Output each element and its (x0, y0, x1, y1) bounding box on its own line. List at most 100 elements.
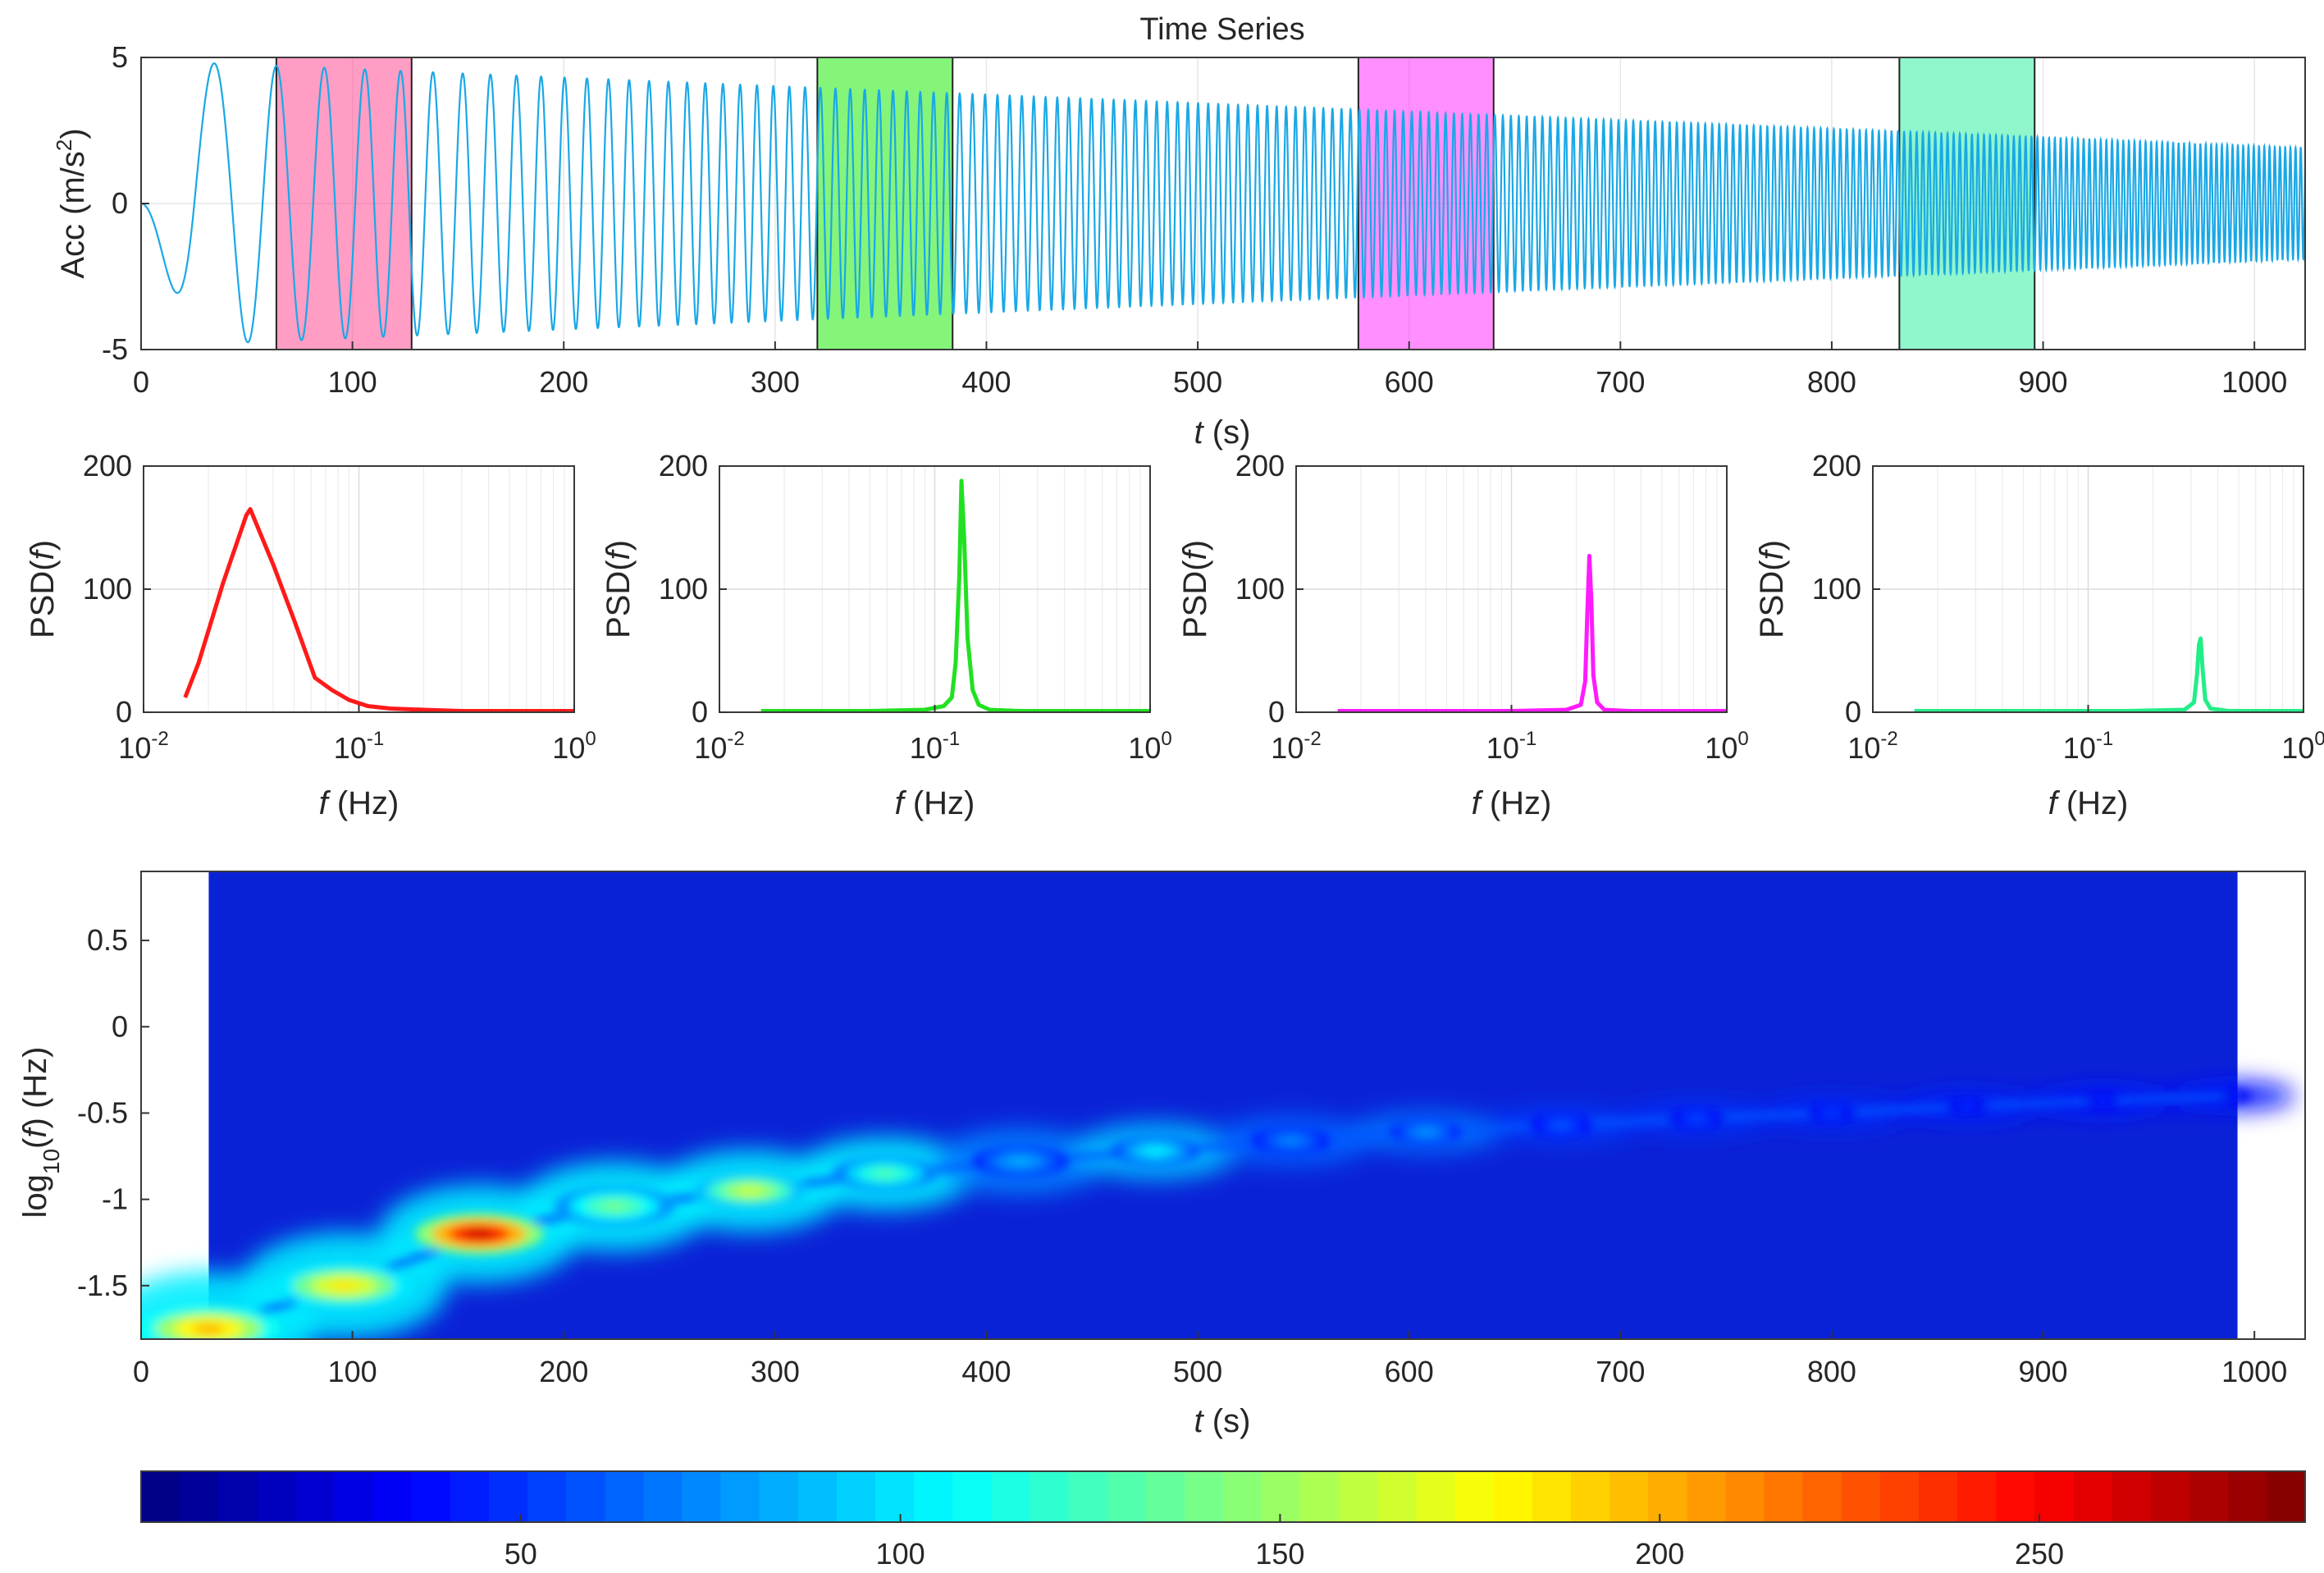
x-tick-label: 100 (328, 365, 377, 399)
time-series-y-ticks: -5 0 5 (102, 40, 149, 366)
y-label-pre: PSD( (1754, 560, 1790, 638)
psd-x-label: f (Hz) (319, 785, 400, 821)
colorbar-tick-label: 50 (505, 1537, 537, 1571)
x-tick-label: 10-1 (2063, 728, 2113, 765)
x-tick-base: 10 (1128, 731, 1161, 765)
x-tick-label: 700 (1596, 365, 1645, 399)
x-tick-label: 10-1 (1486, 728, 1536, 765)
psd-curve-4 (1914, 636, 2303, 713)
y-tick-label: 100 (659, 572, 708, 606)
x-tick-exponent: 0 (585, 728, 596, 750)
y-label-pre: PSD( (1177, 560, 1213, 638)
x-label-unit: (Hz) (328, 785, 400, 821)
spectrogram-panel: 0 100 200 300 400 500 600 700 800 900 1000 0.5 0 -0.… (17, 871, 2306, 1439)
ridge-peak-level (1281, 1137, 1300, 1144)
x-tick-base: 10 (694, 731, 727, 765)
time-series-line (141, 62, 2307, 344)
x-tick-exponent: -2 (1880, 728, 1897, 750)
x-tick-label: 100 (552, 728, 596, 765)
y-tick-label: 0 (112, 1009, 128, 1043)
x-tick-base: 10 (2281, 731, 2314, 765)
y-label-tail: ) (1754, 540, 1790, 551)
x-tick-label: 600 (1385, 365, 1434, 399)
x-tick-label: 700 (1596, 1355, 1645, 1388)
ridge-peak-level (600, 1201, 628, 1211)
x-tick-label: 800 (1807, 365, 1856, 399)
ridge-peak-level (1826, 1111, 1838, 1115)
x-tick-base: 10 (118, 731, 151, 765)
spectrogram-y-ticks: 0.5 0 -0.5 -1 -1.5 (77, 923, 149, 1302)
y-label-pre: PSD( (25, 560, 61, 638)
ridge-peak-level (464, 1229, 494, 1239)
colorbar: 50 100 150 200 250 (140, 1470, 2306, 1571)
x-tick-exponent: -1 (1519, 728, 1536, 750)
x-tick-exponent: -1 (367, 728, 384, 750)
psd-x-label: f (Hz) (895, 785, 975, 821)
psd-curve-1 (183, 507, 574, 713)
y-tick-label: -5 (102, 332, 128, 366)
ridge-peak-level (2098, 1100, 2107, 1103)
y-tick-label: 0 (112, 186, 128, 220)
y-tick-label: 0 (692, 695, 708, 729)
colorbar-ticks: 50 100 150 200 250 (505, 1514, 2064, 1571)
ridge-peak-level (1418, 1129, 1435, 1135)
colorbar-gradient (140, 1470, 2306, 1523)
y-tick-label: 0 (1268, 695, 1285, 729)
ridge-peak-level (1009, 1158, 1031, 1165)
x-tick-label: 300 (751, 365, 800, 399)
ridge-peak-level (1145, 1147, 1166, 1155)
colorbar-tick-label: 200 (1635, 1537, 1684, 1571)
time-series-title: Time Series (1139, 12, 1304, 47)
colorbar-tick-label: 100 (876, 1537, 925, 1571)
x-tick-label: 300 (751, 1355, 800, 1388)
x-tick-label: 400 (961, 365, 1011, 399)
spectrogram-axes-box (140, 871, 2306, 1340)
x-tick-base: 10 (1705, 731, 1737, 765)
x-tick-label: 500 (1173, 365, 1222, 399)
psd-y-label: PSD(f) (600, 540, 637, 638)
x-label-unit: (Hz) (904, 785, 975, 821)
ridge-line (205, 1092, 2241, 1333)
y-tick-label: 5 (112, 40, 128, 74)
x-tick-base: 10 (1847, 731, 1880, 765)
y-label-tail: ) (600, 540, 637, 551)
x-tick-base: 10 (1486, 731, 1519, 765)
x-tick-label: 900 (2019, 1355, 2068, 1388)
x-tick-label: 10-2 (118, 728, 168, 765)
x-tick-label: 100 (2281, 728, 2324, 765)
y-tick-label: 0 (116, 695, 132, 729)
y-tick-label: 0.5 (87, 923, 128, 957)
x-tick-label: 600 (1385, 1355, 1434, 1388)
x-tick-label: 200 (539, 1355, 588, 1388)
psd-y-label: PSD(f) (25, 540, 61, 638)
colorbar-tick-label: 250 (2015, 1537, 2064, 1571)
time-series-y-label: Acc (m/s2) (52, 128, 91, 278)
x-tick-label: 0 (133, 1355, 149, 1388)
x-label-unit: (Hz) (1481, 785, 1552, 821)
spectrogram-y-label: log10(f) (Hz) (17, 1047, 64, 1219)
y-label-tail: ) (25, 540, 61, 551)
y-tick-label: 0 (1845, 695, 1861, 729)
ridge-peak-level (1690, 1116, 1703, 1121)
x-tick-exponent: 0 (1737, 728, 1748, 750)
x-tick-label: 0 (133, 365, 149, 399)
y-tick-label: -0.5 (77, 1095, 128, 1129)
x-tick-base: 10 (334, 731, 367, 765)
x-tick-label: 10-2 (1847, 728, 1897, 765)
ridge-peak-level (193, 1324, 225, 1334)
ridge-peak-level (737, 1187, 763, 1195)
ridge-peak-level (873, 1169, 897, 1177)
spectrogram-x-label: t (s) (1194, 1403, 1251, 1439)
x-tick-base: 10 (1271, 731, 1304, 765)
x-tick-label: 1000 (2221, 1355, 2287, 1388)
psd-curve-3 (1337, 554, 1727, 713)
x-tick-exponent: -1 (2096, 728, 2113, 750)
x-tick-label: 900 (2019, 365, 2068, 399)
highlight-window-1 (275, 57, 413, 350)
psd-x-label: f (Hz) (1472, 785, 1552, 821)
x-tick-label: 10-1 (910, 728, 960, 765)
ridge-peak-level (1962, 1104, 1972, 1108)
